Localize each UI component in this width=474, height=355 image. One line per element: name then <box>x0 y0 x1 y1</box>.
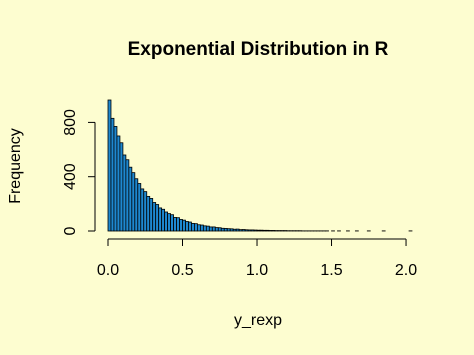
bar <box>223 228 228 232</box>
bar <box>167 213 171 232</box>
bar <box>170 214 174 232</box>
x-tick-label: 2.0 <box>395 262 417 279</box>
x-tick-label: 0.5 <box>171 262 193 279</box>
bar <box>214 227 219 232</box>
bar <box>176 217 180 232</box>
bar <box>110 117 115 232</box>
bar <box>116 135 121 232</box>
bar <box>140 188 145 232</box>
bar <box>128 166 133 232</box>
bar <box>250 229 255 232</box>
bar <box>202 225 207 232</box>
bar <box>226 228 231 232</box>
bar <box>113 126 118 232</box>
x-tick-label: 1.0 <box>246 262 268 279</box>
bar <box>125 159 130 232</box>
bar <box>197 224 201 232</box>
bar <box>247 229 252 232</box>
bar <box>185 221 189 232</box>
bar <box>199 224 204 232</box>
bar <box>107 99 112 232</box>
bar <box>217 227 222 232</box>
bar <box>268 230 273 232</box>
bar <box>220 227 225 232</box>
y-tick-label: 0 <box>62 226 79 235</box>
bar <box>134 178 139 232</box>
bar <box>241 229 246 232</box>
bar <box>158 207 163 232</box>
bar <box>244 229 249 232</box>
bar <box>238 229 243 232</box>
bar <box>208 226 213 232</box>
y-tick-label: 400 <box>62 163 79 190</box>
bar <box>205 225 210 232</box>
x-axis-label: y_rexp <box>234 312 282 329</box>
bar <box>191 222 195 232</box>
bar <box>271 230 276 232</box>
bar <box>265 229 270 232</box>
bar <box>119 142 124 232</box>
bar <box>137 183 142 232</box>
bar <box>143 191 148 232</box>
bar <box>131 172 136 232</box>
bar <box>194 223 198 232</box>
bar <box>259 229 264 232</box>
bar <box>146 195 151 232</box>
x-tick-label: 0.0 <box>97 262 119 279</box>
bar <box>182 219 186 232</box>
bar <box>188 221 192 232</box>
bar <box>122 154 127 232</box>
bar <box>211 226 216 232</box>
bar <box>173 217 177 232</box>
bar <box>229 228 234 232</box>
bar <box>164 211 169 232</box>
bar <box>155 204 160 232</box>
bar <box>235 228 240 232</box>
bar <box>256 229 261 232</box>
bar <box>179 219 183 232</box>
y-tick-label: 800 <box>62 109 79 136</box>
bar <box>262 229 267 232</box>
y-axis-label: Frequency <box>7 128 24 204</box>
x-tick-label: 1.5 <box>320 262 342 279</box>
bar <box>152 202 157 232</box>
chart-title: Exponential Distribution in R <box>128 39 389 60</box>
bar <box>232 228 237 232</box>
bar <box>161 208 166 232</box>
bar <box>253 229 258 232</box>
bar <box>149 198 154 232</box>
